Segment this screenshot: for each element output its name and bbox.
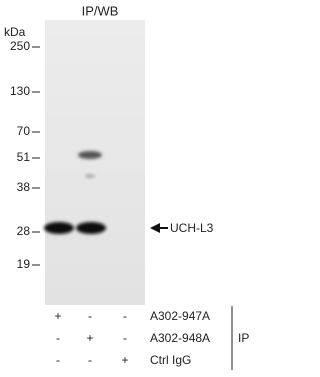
blot-membrane (45, 20, 145, 305)
band-label: UCH-L3 (170, 221, 214, 235)
marker-group: 250 130 70 51 38 28 19 (10, 39, 40, 271)
lane-sign: + (86, 331, 93, 345)
blot-figure: IP/WB kDa 250 130 70 51 38 28 19 UCH-L3 + - - A30… (4, 3, 249, 370)
figure-title: IP/WB (82, 3, 119, 18)
lane-sign: - (88, 309, 92, 323)
lane-sign: - (88, 353, 92, 367)
lane-table: + - - A302-947A - + - A302-948A - - + Ctrl IgG (54, 309, 210, 367)
marker-label: 130 (10, 84, 30, 98)
band (85, 174, 95, 178)
marker-label: 250 (10, 39, 30, 53)
row-label: A302-948A (150, 331, 210, 345)
unit-label: kDa (4, 25, 26, 39)
marker-label: 28 (17, 224, 31, 238)
lane-sign: - (56, 353, 60, 367)
marker-label: 19 (17, 257, 31, 271)
marker-label: 51 (17, 150, 31, 164)
group-label: IP (238, 331, 249, 345)
lane-sign: + (54, 309, 61, 323)
band (44, 222, 74, 234)
row-label: Ctrl IgG (150, 353, 191, 367)
marker-label: 70 (17, 124, 31, 138)
row-label: A302-947A (150, 309, 210, 323)
lane-sign: - (123, 309, 127, 323)
band (76, 222, 106, 234)
arrow-head (150, 223, 160, 233)
band (78, 151, 102, 159)
lane-sign: - (56, 331, 60, 345)
lane-sign: + (121, 353, 128, 367)
lane-sign: - (123, 331, 127, 345)
marker-label: 38 (17, 180, 31, 194)
